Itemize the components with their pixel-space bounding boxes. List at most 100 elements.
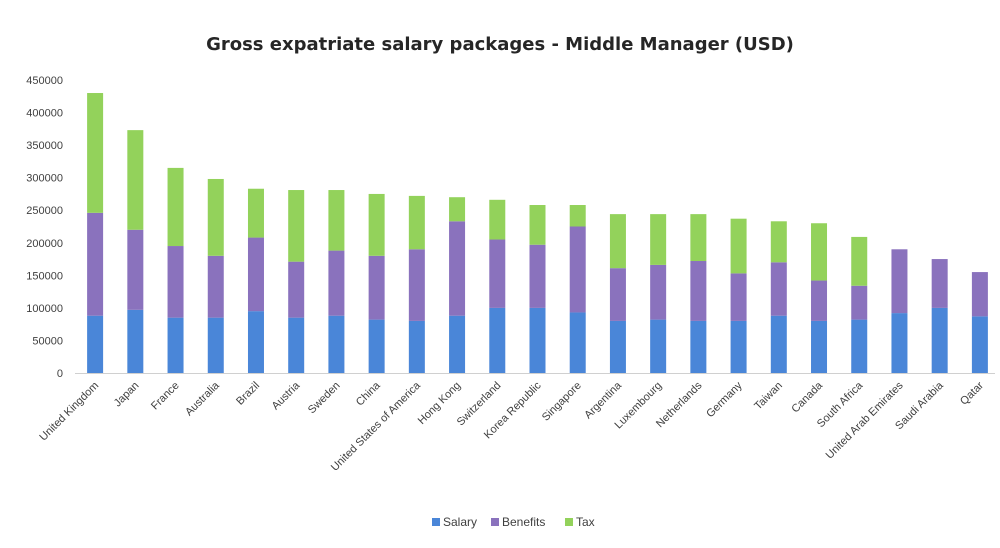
bar-salary-united-kingdom bbox=[87, 315, 104, 373]
bar-benefits-australia bbox=[207, 255, 224, 318]
legend-swatch-tax bbox=[565, 518, 573, 526]
bar-layer bbox=[87, 93, 988, 373]
legend-label-tax: Tax bbox=[576, 515, 595, 529]
y-tick-label: 0 bbox=[57, 368, 63, 380]
chart-title: Gross expatriate salary packages - Middl… bbox=[206, 34, 794, 55]
bar-benefits-sweden bbox=[328, 250, 345, 316]
axis-layer: 0 50000 100000 150000 200000 250000 300000 3500… bbox=[26, 75, 995, 380]
y-tick-label: 200000 bbox=[26, 238, 63, 250]
bar-tax-singapore bbox=[569, 205, 586, 227]
bar-salary-australia bbox=[207, 317, 224, 373]
bar-salary-netherlands bbox=[690, 320, 707, 373]
bar-tax-luxembourg bbox=[650, 214, 667, 265]
bar-salary-south-africa bbox=[851, 319, 868, 373]
bar-tax-hong-kong bbox=[449, 197, 466, 222]
bar-tax-argentina bbox=[609, 214, 626, 269]
bar-benefits-argentina bbox=[609, 268, 626, 321]
bar-salary-taiwan bbox=[770, 315, 787, 373]
bar-salary-switzerland bbox=[489, 307, 506, 373]
bar-tax-united-kingdom bbox=[87, 93, 104, 213]
bar-benefits-south-africa bbox=[851, 285, 868, 320]
bar-salary-singapore bbox=[569, 312, 586, 373]
bar-salary-brazil bbox=[247, 311, 264, 373]
bar-tax-united-states-of-america bbox=[408, 195, 425, 250]
bar-salary-china bbox=[368, 319, 385, 373]
bar-benefits-singapore bbox=[569, 226, 586, 313]
bar-benefits-united-arab-emirates bbox=[891, 249, 908, 314]
bar-tax-south-africa bbox=[851, 236, 868, 286]
bar-salary-united-states-of-america bbox=[408, 320, 425, 373]
x-tick-label: Canada bbox=[789, 379, 825, 415]
y-tick-label: 300000 bbox=[26, 173, 63, 185]
bar-benefits-taiwan bbox=[770, 262, 787, 316]
bar-benefits-austria bbox=[288, 261, 305, 318]
y-tick-label: 450000 bbox=[26, 75, 63, 87]
x-tick-label: Australia bbox=[183, 379, 222, 418]
x-tick-label: Argentina bbox=[582, 379, 624, 421]
bar-benefits-korea-republic bbox=[529, 244, 546, 308]
bar-tax-austria bbox=[288, 190, 305, 262]
legend-label-benefits: Benefits bbox=[502, 515, 545, 529]
legend-swatch-benefits bbox=[491, 518, 499, 526]
bar-salary-canada bbox=[811, 320, 828, 373]
legend: Salary Benefits Tax bbox=[432, 515, 595, 529]
bar-salary-france bbox=[167, 317, 184, 373]
bar-salary-saudi-arabia bbox=[931, 307, 948, 373]
y-tick-label: 400000 bbox=[26, 108, 63, 120]
bar-tax-switzerland bbox=[489, 199, 506, 240]
bar-benefits-netherlands bbox=[690, 261, 707, 321]
y-tick-label: 150000 bbox=[26, 270, 63, 282]
x-tick-label: Japan bbox=[112, 380, 142, 410]
x-tick-label: Germany bbox=[704, 379, 745, 420]
bar-tax-netherlands bbox=[690, 214, 707, 262]
y-tick-label: 350000 bbox=[26, 140, 63, 152]
bar-benefits-luxembourg bbox=[650, 264, 667, 320]
bar-tax-brazil bbox=[247, 188, 264, 238]
x-tick-label: United Arab Emirates bbox=[824, 379, 906, 461]
bar-tax-china bbox=[368, 193, 385, 256]
bar-benefits-china bbox=[368, 255, 385, 320]
x-tick-label: France bbox=[149, 380, 182, 413]
bar-salary-luxembourg bbox=[650, 319, 667, 373]
bar-tax-taiwan bbox=[770, 221, 787, 263]
bar-benefits-canada bbox=[811, 280, 828, 321]
y-tick-label: 100000 bbox=[26, 303, 63, 315]
legend-label-salary: Salary bbox=[443, 515, 477, 529]
bar-tax-korea-republic bbox=[529, 205, 546, 245]
bar-tax-japan bbox=[127, 130, 144, 230]
bar-tax-france bbox=[167, 167, 184, 247]
x-tick-label: United Kingdom bbox=[37, 380, 101, 444]
bar-salary-united-arab-emirates bbox=[891, 313, 908, 373]
bar-salary-qatar bbox=[971, 316, 988, 373]
bar-salary-korea-republic bbox=[529, 307, 546, 373]
bar-benefits-qatar bbox=[971, 272, 988, 317]
bar-salary-japan bbox=[127, 309, 144, 373]
y-tick-label: 250000 bbox=[26, 205, 63, 217]
x-tick-label: Qatar bbox=[958, 379, 986, 407]
bar-salary-hong-kong bbox=[449, 315, 466, 373]
bar-salary-sweden bbox=[328, 315, 345, 373]
x-tick-label: China bbox=[354, 379, 383, 408]
bar-tax-sweden bbox=[328, 190, 345, 251]
y-tick-label: 50000 bbox=[32, 335, 63, 347]
x-tick-label: Austria bbox=[270, 379, 303, 412]
x-tick-label: Sweden bbox=[306, 380, 343, 417]
bar-benefits-france bbox=[167, 246, 184, 318]
x-tick-labels: United Kingdom Japan France Australia Brazil… bbox=[37, 379, 986, 474]
bar-salary-germany bbox=[730, 320, 747, 373]
bar-benefits-japan bbox=[127, 229, 144, 310]
x-tick-label: Taiwan bbox=[752, 380, 785, 413]
bar-benefits-switzerland bbox=[489, 239, 506, 308]
legend-swatch-salary bbox=[432, 518, 440, 526]
bar-benefits-hong-kong bbox=[449, 221, 466, 316]
bar-benefits-united-states-of-america bbox=[408, 249, 425, 321]
bar-tax-australia bbox=[207, 178, 224, 256]
bar-benefits-united-kingdom bbox=[87, 212, 104, 316]
bar-tax-canada bbox=[811, 223, 828, 281]
bar-benefits-germany bbox=[730, 273, 747, 321]
bar-benefits-saudi-arabia bbox=[931, 259, 948, 308]
bar-benefits-brazil bbox=[247, 237, 264, 312]
bar-tax-germany bbox=[730, 218, 747, 274]
x-tick-label: Singapore bbox=[540, 380, 584, 424]
